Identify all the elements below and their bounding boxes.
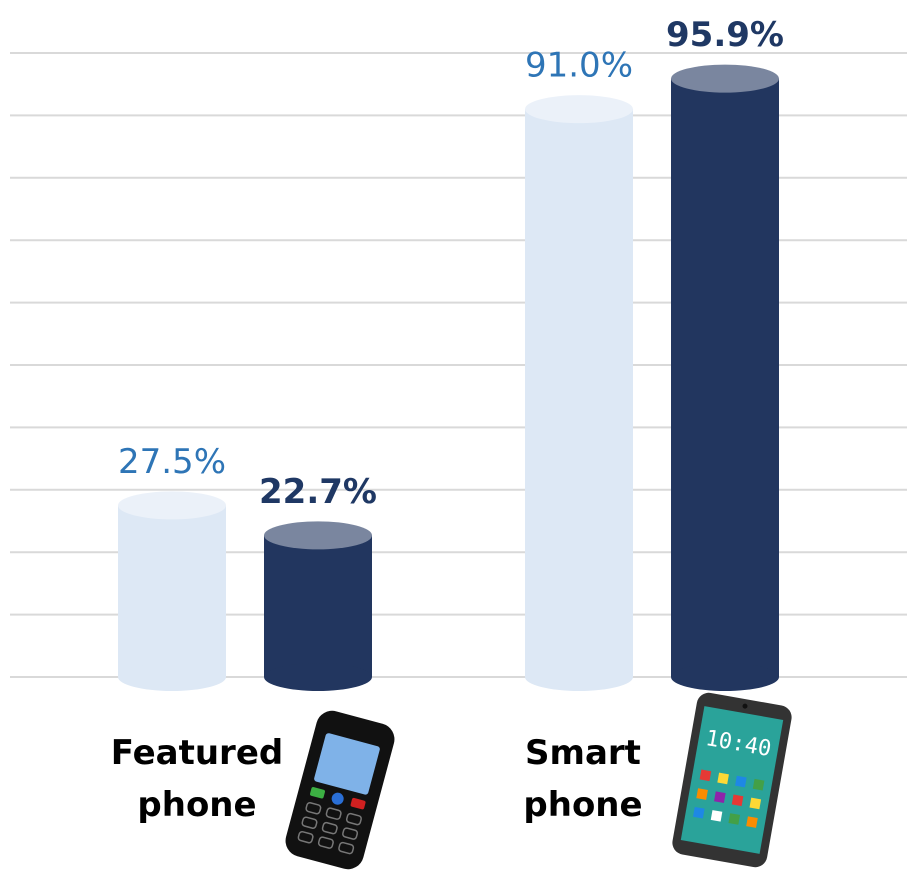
cylinder-base bbox=[525, 663, 633, 691]
x-tick-label: Smart phone bbox=[523, 733, 643, 825]
cylinder-base bbox=[118, 663, 226, 691]
data-label: 91.0% bbox=[525, 46, 633, 86]
cylinder-top bbox=[264, 521, 372, 550]
cylinder-body bbox=[118, 505, 226, 677]
cylinder-top bbox=[671, 64, 779, 93]
cylinder-base bbox=[264, 663, 372, 691]
cylinder-base bbox=[671, 663, 779, 691]
data-label: 27.5% bbox=[118, 442, 226, 482]
icons: 10:40 bbox=[285, 692, 792, 870]
smart-phone-icon: 10:40 bbox=[672, 692, 792, 868]
cylinder-top bbox=[118, 491, 226, 520]
data-label: 95.9% bbox=[666, 15, 784, 55]
x-tick-label: Featured phone bbox=[110, 733, 284, 825]
cylinder-body bbox=[525, 109, 633, 677]
cylinder-top bbox=[525, 95, 633, 124]
cylinder-body bbox=[264, 535, 372, 677]
data-label: 22.7% bbox=[259, 472, 377, 512]
cylinder-body bbox=[671, 78, 779, 678]
feature-phone-icon bbox=[285, 710, 395, 870]
